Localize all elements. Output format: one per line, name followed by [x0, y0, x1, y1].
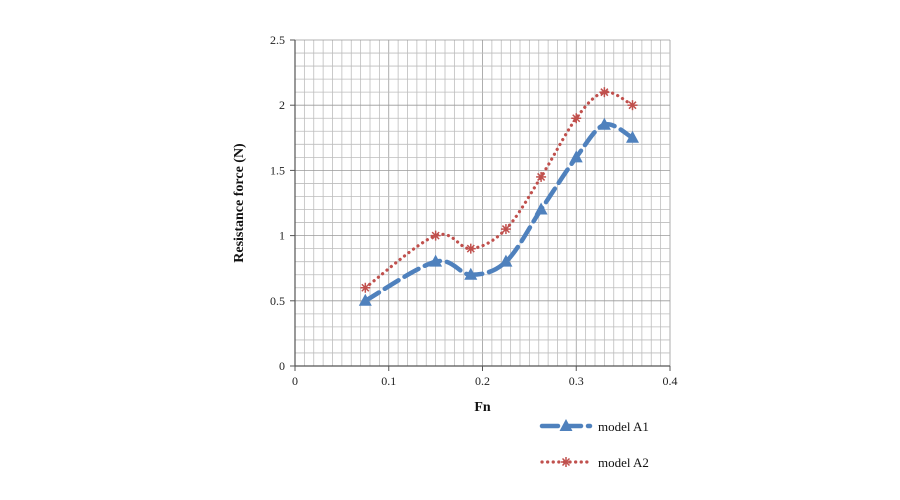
asterisk-stroke	[361, 283, 370, 292]
x-tick-label: 0.1	[381, 374, 396, 388]
legend-item: model A2	[540, 455, 649, 470]
legend-marker	[561, 457, 571, 467]
asterisk-stroke	[572, 114, 581, 123]
series-point	[430, 230, 441, 241]
x-tick-label: 0.3	[569, 374, 584, 388]
series-layer	[358, 87, 639, 306]
series-point	[571, 113, 582, 124]
series-point	[597, 117, 611, 130]
series-2	[360, 87, 638, 293]
asterisk-stroke	[431, 231, 440, 240]
x-tick-label: 0.4	[663, 374, 678, 388]
series-point	[499, 254, 513, 267]
y-tick-label: 0.5	[270, 294, 285, 308]
legend: model A1 model A2	[539, 419, 649, 470]
series-point	[464, 267, 478, 280]
series-line	[363, 90, 635, 290]
legend-marker	[559, 419, 573, 431]
asterisk-stroke	[628, 101, 637, 110]
series-point	[536, 171, 547, 182]
series-point	[626, 130, 639, 143]
series-point	[465, 243, 476, 254]
x-axis-title: Fn	[474, 400, 491, 415]
legend-label: model A2	[598, 455, 649, 470]
y-tick-label: 0	[279, 359, 285, 373]
y-tick-label: 2	[279, 98, 285, 112]
legend-label: model A1	[598, 419, 649, 434]
series-point	[358, 293, 372, 306]
series-point	[599, 87, 610, 98]
series-point	[360, 282, 371, 293]
y-axis-title: Resistance force (N)	[232, 143, 247, 263]
series-point	[627, 100, 638, 111]
asterisk-stroke	[537, 172, 546, 181]
tick-labels: 0 0.1 0.2 0.3 0.4 0 0.5 1 1.5 2 2.5	[270, 33, 678, 388]
asterisk-stroke	[561, 457, 571, 467]
grid	[294, 39, 671, 367]
y-tick-label: 1	[279, 229, 285, 243]
asterisk-stroke	[466, 244, 475, 253]
y-tick-label: 2.5	[270, 33, 285, 47]
series-point	[500, 224, 511, 235]
x-tick-label: 0.2	[475, 374, 490, 388]
series-point	[429, 254, 443, 267]
legend-item: model A1	[539, 419, 649, 434]
axes	[290, 39, 671, 371]
series-1	[358, 117, 639, 306]
asterisk-stroke	[600, 88, 609, 97]
series-point	[534, 202, 548, 215]
asterisk-stroke	[501, 225, 510, 234]
y-tick-label: 1.5	[270, 163, 285, 177]
series-point	[569, 150, 583, 163]
x-tick-label: 0	[292, 374, 298, 388]
